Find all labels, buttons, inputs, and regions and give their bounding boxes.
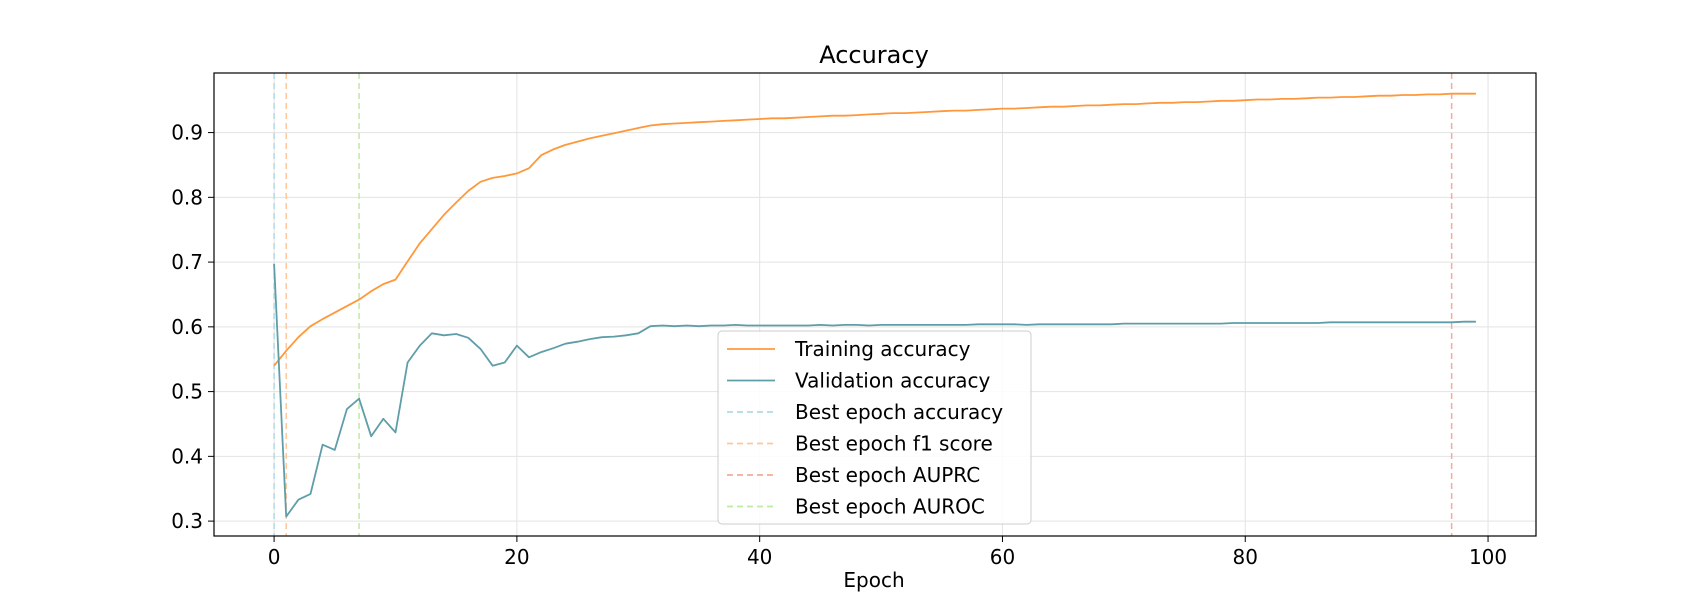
y-tick-label: 0.9 [171, 121, 203, 145]
best-epoch-lines [273, 73, 1453, 536]
legend-label: Best epoch AUPRC [795, 463, 980, 487]
y-tick-label: 0.4 [171, 444, 203, 468]
x-tick-label: 60 [990, 545, 1015, 569]
x-axis-title: Epoch [843, 568, 904, 592]
legend-label: Best epoch accuracy [795, 400, 1003, 424]
y-tick-label: 0.8 [171, 185, 203, 209]
x-tick-label: 0 [268, 545, 281, 569]
legend-label: Validation accuracy [795, 369, 991, 393]
y-tick-label: 0.3 [171, 509, 203, 533]
x-tick-label: 40 [747, 545, 772, 569]
x-tick-label: 20 [504, 545, 529, 569]
x-tick-label: 100 [1469, 545, 1507, 569]
y-tick-label: 0.7 [171, 250, 203, 274]
x-tick-label: 80 [1233, 545, 1258, 569]
legend: Training accuracy Validation accuracy Best… [717, 330, 1032, 525]
legend-label: Best epoch AUROC [795, 495, 985, 519]
y-tick-label: 0.6 [171, 315, 203, 339]
y-tick-label: 0.5 [171, 380, 203, 404]
chart-title: Accuracy [819, 41, 929, 69]
legend-label: Training accuracy [794, 337, 971, 361]
legend-box [717, 330, 1032, 525]
legend-label: Best epoch f1 score [795, 432, 993, 456]
series-lines [273, 92, 1476, 518]
series-line [273, 263, 1476, 518]
plot-frame [213, 72, 1537, 537]
axis-ticks: 0 20 40 60 80 100 0.3 0.4 0.5 0.6 0.7 0.8 0.9 [171, 121, 1507, 569]
series-line [273, 92, 1476, 367]
